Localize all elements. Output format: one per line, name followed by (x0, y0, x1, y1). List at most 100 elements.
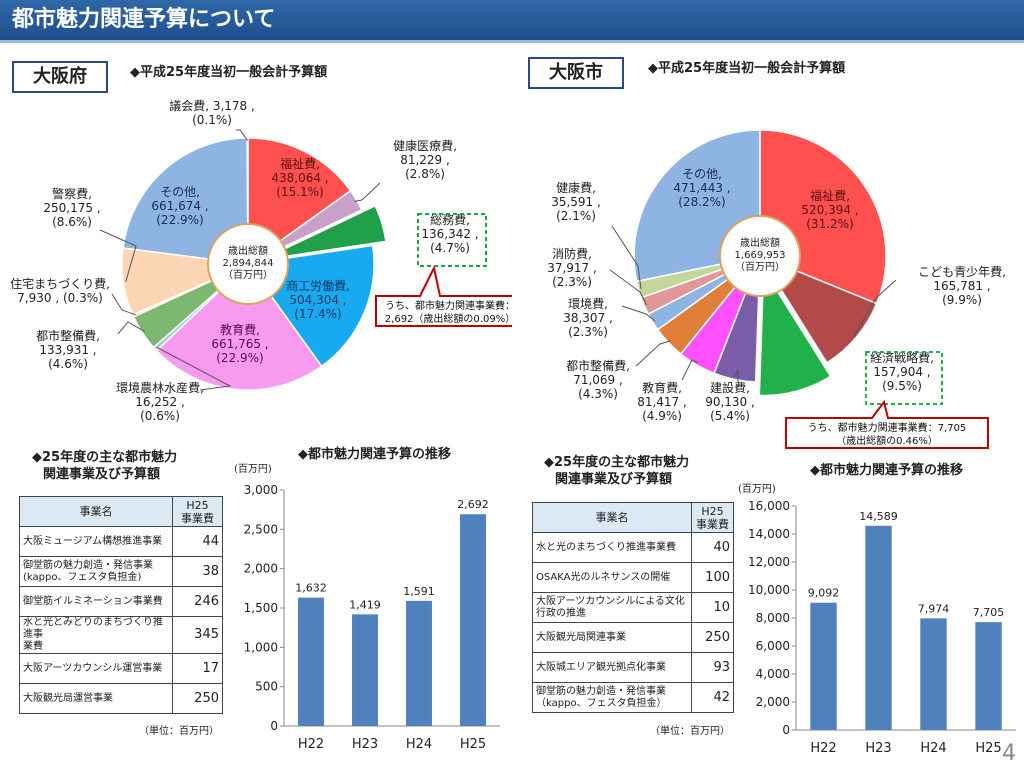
project-name-line: (kappo、フェスタ負担金) (23, 571, 142, 583)
column-header-budget: H25 事業費 (172, 496, 223, 527)
page-number: 4 (1002, 741, 1016, 766)
pie-slice-label: その他, 471,443 , (28.2%) (673, 167, 730, 209)
region-label-prefecture: 大阪府 (12, 61, 108, 93)
pie-slice-label: 都市整備費, 71,069 , (4.3%) (566, 358, 630, 401)
y-tick-label: 2,000 (756, 695, 790, 709)
pie-leader-line (354, 182, 381, 202)
callout-text: うち、都市魅力関連事業費： 2,692（歳出総額の0.09%） (385, 299, 512, 325)
pie-slice-label-line: 136,342 , (421, 227, 478, 241)
pie-leader-line (236, 129, 248, 141)
pie-center-total-line: （百万円） (223, 269, 273, 281)
project-name-line: 御堂筋イルミネーション事業費 (23, 595, 163, 607)
pie-slice-label-line: 都市整備費, (566, 358, 630, 373)
pref-bar-heading: ◆都市魅力関連予算の推移 (298, 447, 451, 462)
pie-slice-label-line: (0.6%) (140, 409, 180, 423)
pie-slice-label-line: 健康医療費, (393, 138, 457, 153)
project-name-line: OSAKA光のルネサンスの開催 (536, 571, 671, 583)
pie-slice-label-line: 福祉費, (280, 156, 320, 171)
pie-leader-line (854, 279, 897, 336)
project-name-cell: 大阪城エリア観光拠点化事業 (532, 652, 692, 683)
callout-bubble (375, 265, 512, 327)
y-tick-label: 6,000 (756, 639, 790, 653)
table-row: 大阪アーツカウンシルによる文化 行政の推進 10 (532, 592, 734, 623)
pie-slice-label-line: 520,394 , (801, 203, 858, 217)
project-name-line: 大阪城エリア観光拠点化事業 (536, 661, 666, 673)
project-name-cell: 水と光とみどりのまちづくり推進事 業費 (19, 616, 173, 654)
pie-slice-label: 消防費, 37,917 , (2.3%) (547, 246, 597, 289)
table-row: OSAKA光のルネサンスの開催 100 (532, 562, 734, 593)
pie-slice-label: 議会費, 3,178 , (0.1%) (169, 98, 255, 127)
pie-leader-line (621, 305, 656, 322)
pie-slice-label-line: 教育費, (642, 380, 682, 395)
y-axis-label: (百万円) (234, 463, 272, 475)
pie-slice (122, 137, 249, 265)
pie-center-total-line: 歳出総額 (740, 236, 780, 249)
y-tick-label: 2,500 (244, 522, 278, 536)
project-budget-cell: 345 (172, 616, 223, 654)
project-name-cell: OSAKA光のルネサンスの開催 (532, 562, 692, 593)
city-list-heading-line1: ◆25年度の主な都市魅力 (544, 455, 690, 470)
pie-slice-label: 住宅まちづくり費, 7,930 , (0.3%) (10, 276, 110, 305)
pie-slice-label-line: 議会費, 3,178 , (169, 98, 255, 113)
pie-slice-label: 経済戦略費, 157,904 , (9.5%) (870, 350, 934, 393)
pie-slice-label-line: (2.3%) (568, 325, 608, 339)
bar (352, 614, 378, 726)
callout-text-line: （歳出総額の0.46%） (836, 434, 938, 447)
table-row: 水と光のまちづくり推進事業費 40 (532, 532, 734, 563)
bar (810, 602, 837, 730)
pie-slice-label-line: (2.3%) (552, 275, 592, 289)
callout-text-line: うち、都市魅力関連事業費： (385, 299, 512, 312)
project-budget-cell: 40 (691, 532, 734, 563)
pie-slice-label-line: (4.9%) (642, 409, 682, 423)
city-trend-bar-chart: (百万円) 0 2,000 4,000 6,000 8,000 10,000 12,000 14… (738, 483, 1016, 756)
callout-text-line: うち、都市魅力関連事業費：7,705 (808, 421, 967, 434)
pie-slice-label-line: その他, (682, 167, 722, 181)
pie-slice-label-line: 250,175 , (43, 201, 100, 215)
pie-slice (155, 262, 323, 391)
bar (865, 525, 892, 730)
pie-slice-label-line: 81,417 , (637, 395, 687, 409)
x-tick-label: H25 (975, 741, 1001, 756)
pref-unit-note: （単位：百万円） (139, 726, 219, 737)
column-header-project-name: 事業名 (532, 502, 692, 533)
city-budget-pie-chart: 歳出総額 1,669,953 （百万円） 福祉費, 520,394 , (31.2%) こど… (547, 129, 1006, 449)
pie-slice-label-line: 住宅まちづくり費, (10, 276, 110, 291)
pie-slice (758, 267, 832, 397)
project-budget-cell: 250 (172, 683, 223, 714)
pie-slice-label-line: (5.4%) (710, 409, 750, 423)
region-label-city: 大阪市 (528, 57, 624, 89)
pie-slice-label-line: 総務費, (430, 212, 470, 227)
table-row: 大阪観光局運営事業 250 (19, 683, 223, 714)
y-tick-label: 0 (782, 723, 790, 737)
x-tick-label: H23 (352, 737, 378, 752)
table-row: 大阪アーツカウンシル運営事業 17 (19, 653, 223, 684)
pie-center-total: 歳出総額 1,669,953 （百万円） (735, 236, 786, 273)
title-underline (0, 40, 1024, 43)
pie-slice-label-line: (2.8%) (405, 167, 445, 181)
pie-slice-label-line: 環境費, (568, 296, 608, 311)
project-name-cell: 御堂筋の魅力創造・発信事業 （kappo、フェスタ負担金） (532, 682, 692, 713)
pie-slice-label-line: 471,443 , (673, 181, 730, 195)
pie-slice-label-line: 157,904 , (873, 365, 930, 379)
project-name-cell: 水と光のまちづくり推進事業費 (532, 532, 692, 563)
pie-slice-label: 総務費, 136,342 , (4.7%) (421, 212, 478, 255)
pie-leader-line (611, 225, 642, 289)
pie-leader-line (734, 369, 739, 382)
project-name-line: 大阪観光局運営事業 (23, 692, 113, 704)
pref-project-table: 事業名 H25 事業費 大阪ミュージアム構想推進事業 44 御堂筋の魅力創造・発信事業… (19, 496, 223, 714)
project-budget-cell: 100 (691, 562, 734, 593)
x-tick-label: H22 (298, 737, 324, 752)
y-tick-label: 1,500 (244, 601, 278, 615)
pie-slice-label: 都市整備費, 133,931 , (4.6%) (36, 328, 100, 371)
bar-value-label: 14,589 (859, 510, 898, 523)
pref-list-heading-line2: 関連事業及び予算額 (43, 467, 161, 482)
pie-center-total-line: 1,669,953 (735, 250, 786, 261)
pref-trend-bar-chart: (百万円) 0 500 1,000 1,500 2,000 2,500 3,000 1,632 H… (234, 463, 500, 752)
y-tick-label: 1,000 (244, 640, 278, 654)
pie-slice-label-line: こども青少年費, (918, 264, 1006, 279)
pie-leader-line (117, 321, 145, 335)
table-row: 御堂筋イルミネーション事業費 246 (19, 586, 223, 617)
y-tick-label: 0 (270, 719, 278, 733)
table-row: 大阪ミュージアム構想推進事業 44 (19, 526, 223, 557)
bar (920, 618, 947, 730)
